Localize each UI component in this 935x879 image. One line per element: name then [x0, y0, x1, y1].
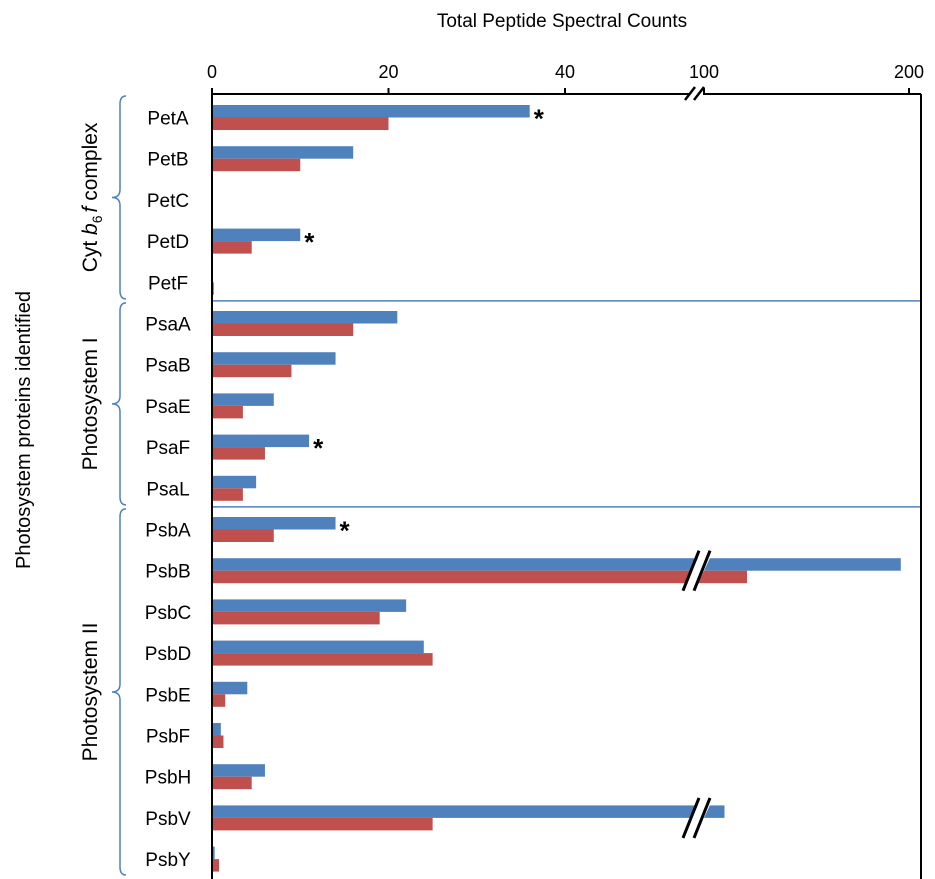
significance-star: *: [304, 227, 315, 257]
bar-psbb-series-1: [212, 558, 901, 571]
x-axis-title: Total Peptide Spectral Counts: [437, 11, 687, 32]
bar-break-line: [681, 797, 701, 839]
bar-psbh-series-2: [212, 776, 252, 790]
bar-psbd-series-1: [212, 640, 424, 654]
category-labels: PetA PetB PetC PetD PetF PsaA PsaB PsaE PsaF PsaL…: [145, 109, 191, 872]
axis-break-gap: [689, 90, 703, 98]
category-label: PsbA: [145, 521, 191, 542]
bar-break-line: [692, 797, 712, 839]
bar-psby-series-1: [212, 846, 215, 860]
y-axis-title: Photosystem proteins identified: [13, 291, 35, 569]
bar-psbc-series-2: [212, 611, 380, 625]
category-label: PsaE: [145, 397, 190, 418]
group-label: Photosystem II: [79, 623, 102, 762]
x-tick-label: 20: [378, 62, 398, 82]
axis-break-mark: [684, 86, 696, 101]
bar-psaf-series-2: [212, 447, 265, 460]
bar-psbv-series-2: [212, 817, 433, 831]
bar-petb-series-2: [212, 158, 301, 172]
bar-psab-series-1: [212, 352, 336, 365]
bar-psbf-series-2: [212, 735, 224, 748]
bar-psbe-series-2: [212, 694, 226, 707]
bar-break-line: [681, 550, 701, 592]
bar-peta-series-2: [212, 117, 389, 130]
significance-star: *: [534, 104, 545, 134]
bar-psab-series-2: [212, 364, 292, 378]
category-label: PetF: [148, 273, 188, 294]
bar-psbd-series-2: [212, 653, 433, 666]
category-label: PsbV: [145, 809, 191, 830]
group-brackets: Cyt b6f complex Photosystem I Photosystem …: [79, 95, 921, 876]
category-label: PsaB: [145, 356, 190, 377]
bar-psaf-series-1: [212, 434, 310, 448]
category-label: PsbD: [145, 644, 191, 665]
group-bracket: [111, 508, 127, 876]
category-label: PsaA: [145, 315, 191, 336]
category-label: PsbC: [145, 603, 191, 624]
x-tick-label: 0: [207, 62, 217, 82]
bar-petb-series-1: [212, 146, 354, 159]
significance-star: *: [313, 433, 324, 463]
bar-psbc-series-1: [212, 599, 407, 612]
bar-psbf-series-1: [212, 723, 221, 736]
category-label: PsbF: [146, 727, 190, 748]
bar-psae-series-1: [212, 393, 274, 406]
category-label: PsbB: [145, 562, 190, 583]
bar-psba-series-2: [212, 529, 274, 542]
x-tick-label: 100: [689, 62, 719, 82]
group-bracket: [111, 302, 127, 506]
category-label: PetC: [147, 191, 189, 212]
bar-break-line: [692, 550, 712, 592]
group-bracket: [111, 95, 127, 300]
group-label: Cyt b6f complex: [79, 122, 105, 272]
category-label: PsbY: [145, 850, 191, 871]
bar-psal-series-2: [212, 488, 243, 501]
bar-petd-series-1: [212, 228, 301, 242]
category-label: PsbH: [145, 768, 191, 789]
category-label: PetD: [147, 232, 189, 253]
bar-psbb-series-2: [212, 570, 748, 584]
bar-psby-series-2: [212, 859, 220, 872]
bar-psal-series-1: [212, 475, 257, 489]
bar-psbe-series-1: [212, 681, 248, 695]
x-tick-label: 200: [894, 62, 924, 82]
category-label: PetB: [147, 150, 188, 171]
significance-star: *: [340, 516, 351, 546]
significance-markers: * * * *: [304, 104, 544, 546]
bar-psaa-series-2: [212, 323, 354, 336]
bar-psae-series-2: [212, 405, 243, 419]
category-label: PetA: [147, 109, 189, 130]
bar-petd-series-2: [212, 241, 252, 254]
category-label: PsbE: [145, 685, 190, 706]
bar-psbh-series-1: [212, 764, 265, 777]
category-label: PsaL: [146, 479, 189, 500]
bar-break-mark: [681, 550, 712, 592]
bar-psba-series-1: [212, 517, 336, 530]
x-axis-ticks: 0 20 40 100 200: [207, 62, 924, 94]
plot-frame: [211, 86, 922, 879]
bar-series-group: [212, 105, 901, 872]
bar-psaa-series-1: [212, 311, 398, 324]
bar-break-mark: [681, 797, 712, 839]
x-tick-label: 40: [555, 62, 575, 82]
category-label: PsaF: [146, 438, 190, 459]
axis-break-mark: [693, 86, 705, 101]
bar-psbv-series-1: [212, 805, 725, 818]
group-label: Photosystem I: [79, 337, 102, 470]
bar-peta-series-1: [212, 105, 530, 118]
